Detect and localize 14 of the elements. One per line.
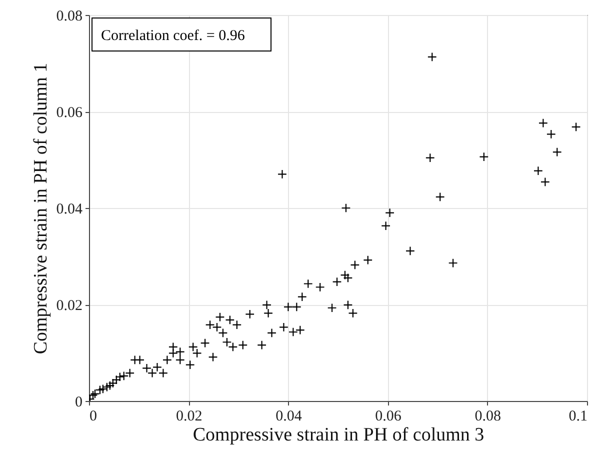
x-tick-label: 0 — [90, 408, 97, 424]
x-tick-label: 0.04 — [276, 408, 302, 424]
x-tick-label: 0.1 — [568, 408, 588, 424]
y-tick-label: 0.02 — [56, 298, 82, 314]
annotation: Correlation coef. = 0.96 — [101, 28, 246, 44]
y-tick-label: 0 — [75, 394, 82, 410]
x-tick-label: 0.06 — [375, 408, 402, 424]
x-axis-title: Compressive strain in PH of column 3 — [192, 424, 484, 446]
y-tick-label: 0.08 — [56, 8, 82, 24]
y-tick-label: 0.04 — [56, 202, 83, 218]
x-tick-label: 0.08 — [474, 408, 502, 424]
y-tick-label: 0.06 — [56, 105, 83, 121]
x-tick-label: 0.02 — [176, 408, 202, 424]
y-axis-title: Compressive strain in PH of column 1 — [30, 62, 52, 354]
